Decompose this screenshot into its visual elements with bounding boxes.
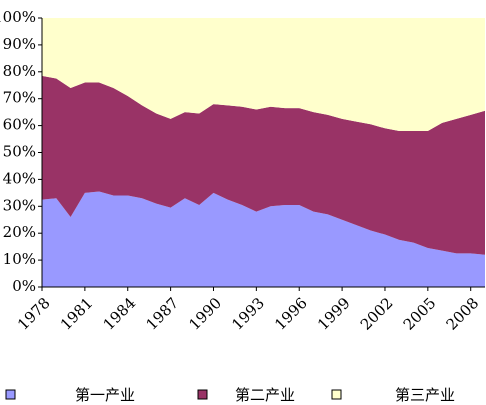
y-tick-label: 70%	[3, 89, 36, 107]
y-tick-label: 40%	[3, 169, 36, 187]
legend-swatch	[197, 389, 208, 400]
y-tick-label: 90%	[3, 35, 36, 53]
legend-swatch	[331, 389, 342, 400]
x-tick-label: 2002	[357, 294, 397, 334]
x-tick-label: 1993	[228, 294, 268, 334]
x-tick-label: 1996	[271, 294, 311, 334]
legend-swatch	[5, 389, 16, 400]
y-tick-label: 100%	[0, 8, 36, 26]
area	[42, 191, 485, 287]
y-tick-label: 20%	[3, 223, 36, 241]
y-tick-label: 10%	[3, 250, 36, 268]
x-tick-label: 2005	[400, 294, 440, 334]
y-tick-label: 50%	[3, 143, 36, 161]
legend-label: 第三产业	[395, 386, 455, 404]
x-tick-label: 1978	[14, 294, 54, 334]
x-tick-label: 1999	[314, 294, 354, 334]
legend-label: 第一产业	[75, 386, 135, 404]
y-tick-label: 0%	[12, 277, 36, 295]
y-tick-label: 60%	[3, 116, 36, 134]
y-tick-label: 30%	[3, 196, 36, 214]
x-tick-label: 1987	[143, 294, 183, 334]
x-tick-label: 2008	[443, 294, 483, 334]
legend-label: 第二产业	[235, 386, 295, 404]
x-tick-label: 1984	[100, 294, 140, 334]
x-tick-label: 1981	[57, 294, 97, 334]
area	[42, 75, 485, 255]
x-tick-label: 1990	[185, 294, 225, 334]
area	[42, 18, 485, 131]
y-tick-label: 80%	[3, 62, 36, 80]
